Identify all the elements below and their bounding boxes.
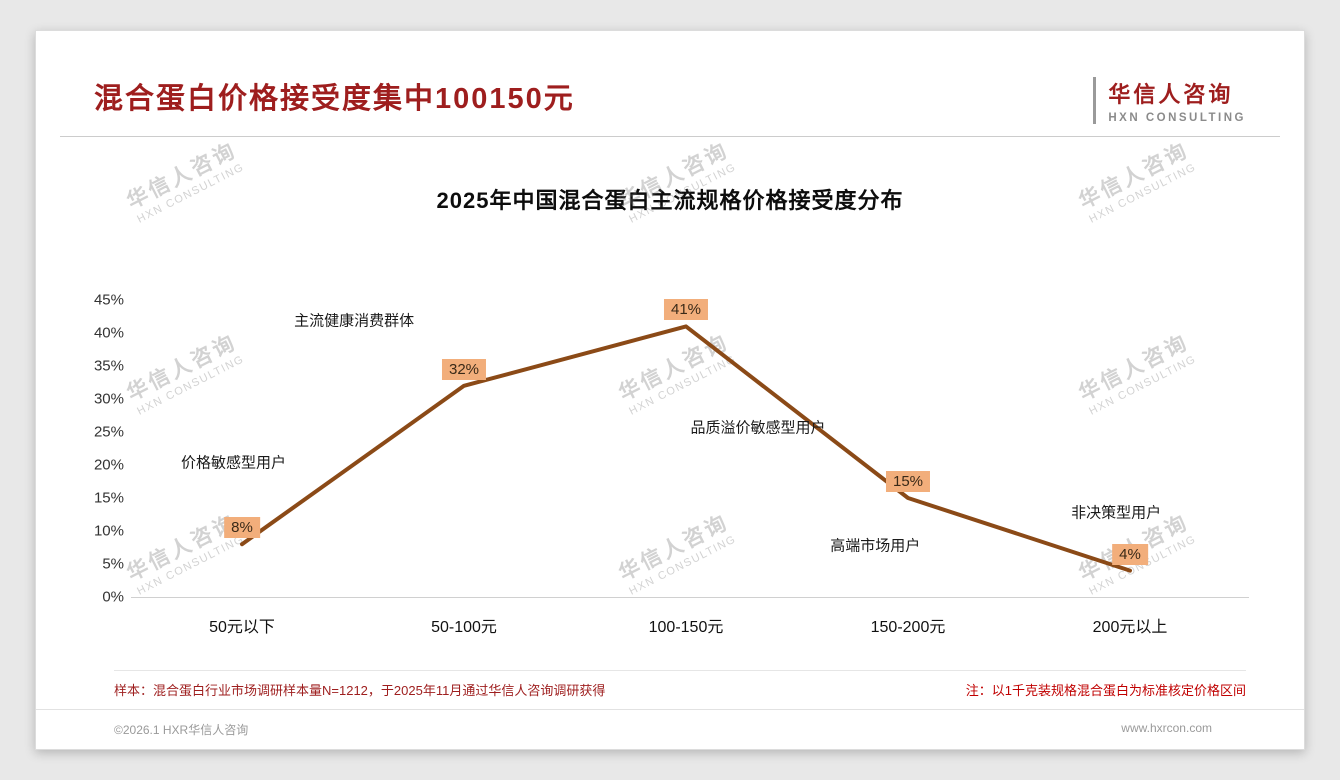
- y-axis-tick: 30%: [93, 390, 124, 408]
- line-chart: 0% 5% 10% 15% 20% 25% 30% 35% 40% 45% 8% 32% 41% 15% 4…: [86, 277, 1266, 657]
- segment-annotation: 主流健康消费群体: [294, 312, 415, 330]
- data-point-label: 8%: [224, 517, 260, 539]
- data-point-label: 41%: [663, 299, 709, 321]
- footnotes: 样本：混合蛋白行业市场调研样本量N=1212，于2025年11月通过华信人咨询调…: [114, 670, 1246, 699]
- copyright-text: ©2026.1 HXR华信人咨询: [114, 723, 249, 737]
- y-axis-tick: 45%: [93, 291, 124, 309]
- brand-logo-en: HXN CONSULTING: [1108, 112, 1246, 124]
- y-axis-tick: 25%: [93, 423, 124, 441]
- brand-logo-cn: 华信人咨询: [1108, 82, 1234, 107]
- x-axis-category: 100-150元: [648, 619, 724, 636]
- price-note: 注：以1千克装规格混合蛋白为标准核定价格区间: [965, 683, 1246, 698]
- x-axis-category: 200元以上: [1092, 619, 1168, 636]
- page-title: 混合蛋白价格接受度集中100150元: [94, 83, 575, 115]
- segment-annotation: 高端市场用户: [830, 537, 921, 555]
- y-axis-tick: 20%: [93, 456, 124, 474]
- brand-logo: 华信人咨询 HXN CONSULTING: [1093, 77, 1246, 124]
- trend-line-canvas: [240, 324, 1132, 573]
- x-axis-category: 50元以下: [209, 619, 275, 636]
- header: 混合蛋白价格接受度集中100150元 华信人咨询 HXN CONSULTING: [36, 31, 1304, 124]
- segment-annotation: 非决策型用户: [1071, 504, 1162, 522]
- data-point-label: 15%: [885, 471, 931, 492]
- x-axis-category: 50-100元: [431, 619, 497, 636]
- chart-title: 2025年中国混合蛋白主流规格价格接受度分布: [436, 188, 904, 213]
- x-axis-category: 150-200元: [870, 619, 946, 636]
- y-axis-tick: 15%: [93, 489, 124, 507]
- data-point-label: 32%: [441, 358, 487, 380]
- segment-annotation: 价格敏感型用户: [180, 454, 286, 472]
- y-axis-tick: 35%: [93, 357, 124, 375]
- data-point-label: 4%: [1112, 543, 1148, 565]
- y-axis-tick: 0%: [102, 588, 124, 606]
- header-divider: [60, 136, 1280, 137]
- y-axis-tick: 10%: [93, 522, 124, 540]
- trend-line: [240, 324, 1132, 573]
- segment-annotation: 品质溢价敏感型用户: [690, 419, 826, 437]
- y-axis-tick: 5%: [102, 555, 124, 573]
- footer-bar: ©2026.1 HXR华信人咨询 www.hxrcon.com: [36, 709, 1304, 749]
- sample-note: 样本：混合蛋白行业市场调研样本量N=1212，于2025年11月通过华信人咨询调…: [114, 683, 606, 698]
- x-axis-baseline: [131, 597, 1249, 598]
- slide-card: 华信人咨询 HXN CONSULTING 华信人咨询 HXN CONSULTING 华信…: [35, 30, 1305, 750]
- website-link[interactable]: www.hxrcon.com: [1121, 721, 1212, 735]
- y-axis-tick: 40%: [93, 324, 124, 342]
